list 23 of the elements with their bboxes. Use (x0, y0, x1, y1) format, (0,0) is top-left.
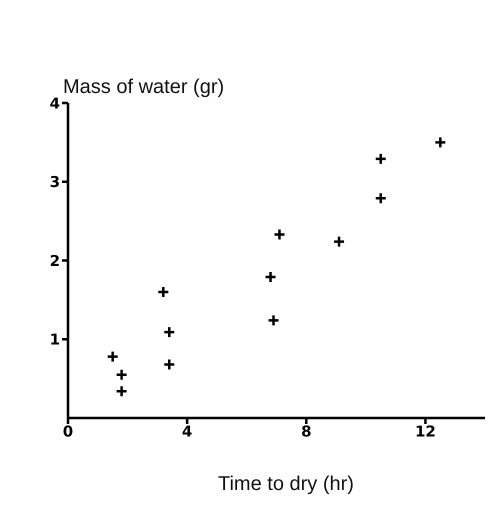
y-tick-label: 3 (50, 173, 60, 192)
x-tick-label: 12 (414, 422, 436, 441)
point (157, 286, 170, 298)
point (332, 235, 346, 248)
y-tick-label: 1 (50, 330, 60, 349)
point (434, 136, 447, 149)
point (163, 358, 176, 371)
y-tick-label: 4 (50, 94, 60, 112)
x-axis-title: Time to dry (hr) (218, 473, 354, 496)
x-tick-label: 4 (182, 422, 192, 441)
point (273, 228, 286, 241)
point (267, 314, 280, 327)
y-axis-title: Mass of water (gr) (63, 76, 224, 99)
point (374, 152, 387, 166)
point (374, 192, 387, 205)
point (115, 368, 128, 381)
y-tick-label: 2 (50, 252, 60, 270)
point (106, 350, 119, 363)
x-tick-label: 0 (62, 422, 74, 441)
point (163, 326, 176, 338)
point (115, 384, 128, 398)
x-tick-label: 8 (301, 422, 312, 441)
point (264, 270, 277, 284)
